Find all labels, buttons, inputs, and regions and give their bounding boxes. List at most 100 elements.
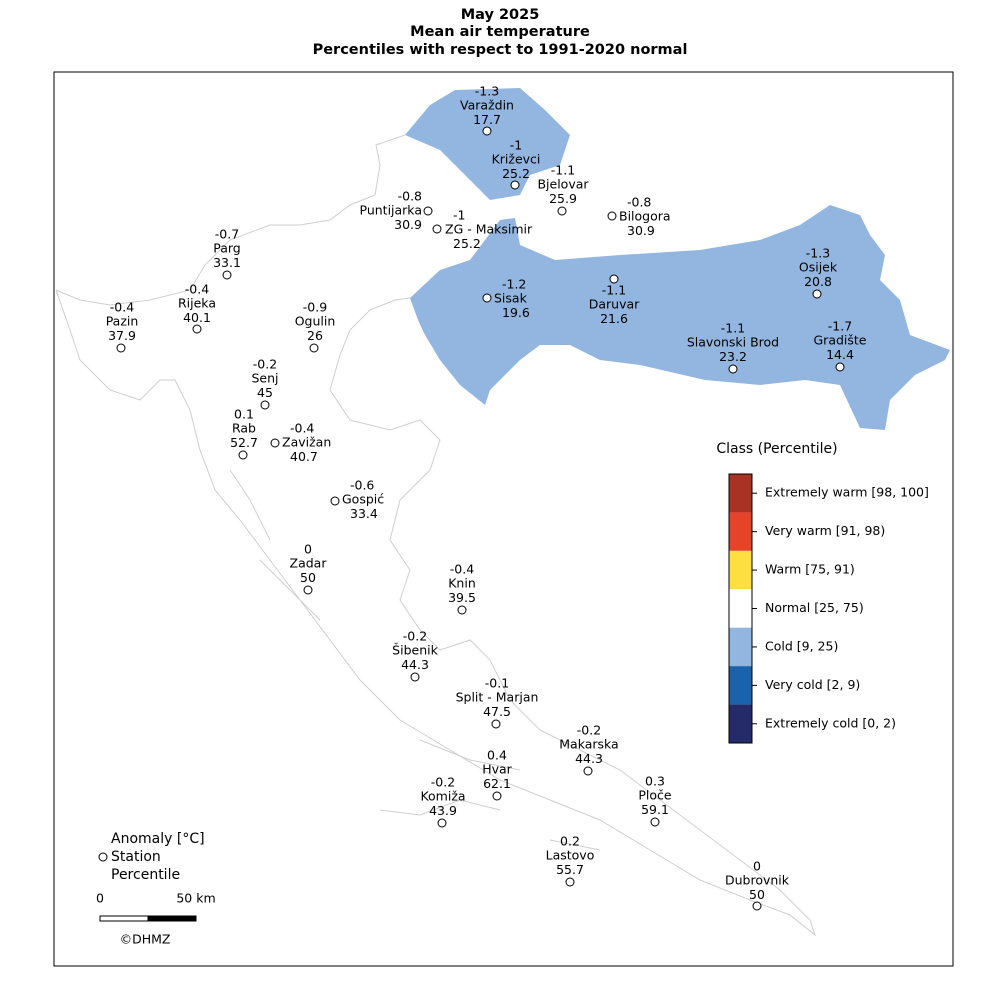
- anomaly-label: -0.4: [185, 282, 209, 297]
- scale-bar: [99, 915, 149, 922]
- station-name: Lastovo: [546, 848, 595, 863]
- station-name: Senj: [251, 371, 278, 386]
- anomaly-label: -1.1: [551, 163, 575, 178]
- station-name: Varaždin: [460, 98, 514, 113]
- anomaly-label: 0.3: [645, 774, 665, 789]
- anomaly-label: -0.9: [303, 300, 327, 315]
- anomaly-label: 0: [304, 542, 312, 557]
- percentile-label: 44.3: [401, 657, 429, 672]
- map-frame: [53, 71, 954, 967]
- scale-label: 50 km: [176, 891, 215, 906]
- percentile-label: 50: [300, 570, 316, 585]
- station-name: Slavonski Brod: [687, 335, 779, 350]
- station-name: Ogulin: [295, 314, 336, 329]
- station-name: Šibenik: [392, 643, 438, 658]
- class-label: Very cold [2, 9): [765, 677, 860, 692]
- station-marker: [728, 364, 738, 374]
- percentile-label: 43.9: [429, 803, 457, 818]
- class-swatch: [729, 589, 752, 628]
- anomaly-label: 0.4: [487, 748, 507, 763]
- station-marker: [410, 672, 420, 682]
- legend-percentile: Percentile: [111, 867, 180, 883]
- class-swatch: [729, 666, 752, 705]
- anomaly-label: -0.4: [110, 300, 134, 315]
- percentile-label: 37.9: [108, 328, 136, 343]
- station-marker: [309, 343, 319, 353]
- class-legend: Extremely warm [98, 100] Very warm [91, 9…: [728, 473, 929, 744]
- station-marker: [583, 766, 593, 776]
- class-label: Cold [9, 25): [765, 638, 838, 653]
- percentile-label: 25.2: [502, 166, 530, 181]
- copyright: ©DHMZ: [120, 932, 171, 947]
- class-label: Very warm [91, 98): [765, 523, 885, 538]
- class-label: Extremely cold [0, 2): [765, 715, 896, 730]
- percentile-label: 30.9: [394, 217, 422, 232]
- station-name: Rab: [232, 421, 256, 436]
- legend-station: Station: [111, 849, 161, 865]
- station-marker: [222, 270, 232, 280]
- station-marker: [423, 206, 433, 216]
- station-name: Bjelovar: [537, 177, 589, 192]
- percentile-label: 25.2: [453, 236, 481, 251]
- station-marker: [482, 293, 492, 303]
- station-marker: [607, 211, 617, 221]
- station-name: Puntijarka: [360, 203, 423, 218]
- class-swatch: [729, 512, 752, 551]
- percentile-label: 40.1: [183, 310, 211, 325]
- class-swatch: [729, 474, 752, 513]
- percentile-label: 47.5: [483, 704, 511, 719]
- percentile-label: 52.7: [230, 435, 258, 450]
- station-name: Rijeka: [178, 296, 216, 311]
- station-name: Osijek: [799, 260, 838, 275]
- anomaly-label: -1.1: [721, 321, 745, 336]
- percentile-label: 33.4: [350, 506, 378, 521]
- anomaly-label: -1.3: [475, 84, 499, 99]
- station-marker: [260, 400, 270, 410]
- percentile-label: 44.3: [575, 751, 603, 766]
- anomaly-label: -0.2: [403, 629, 427, 644]
- anomaly-label: 0: [753, 859, 761, 874]
- station-marker: [238, 450, 248, 460]
- percentile-label: 59.1: [641, 802, 669, 817]
- title: Mean air temperature: [410, 24, 590, 40]
- station-marker: [116, 343, 126, 353]
- cold-region: [405, 88, 570, 200]
- class-swatch: [729, 550, 752, 590]
- station-marker: [492, 791, 502, 801]
- title: May 2025: [461, 7, 540, 23]
- station-marker: [565, 877, 575, 887]
- class-swatch: [729, 627, 752, 667]
- station-name: Sisak: [494, 291, 528, 306]
- class-swatch: [729, 704, 752, 743]
- legend-anomaly: Anomaly [°C]: [111, 831, 205, 847]
- station-name: Križevci: [492, 152, 541, 167]
- anomaly-label: -1: [510, 138, 522, 153]
- station-name: Gradište: [814, 333, 867, 348]
- station-marker: [303, 585, 313, 595]
- percentile-label: 50: [749, 887, 765, 902]
- anomaly-label: -0.4: [290, 421, 314, 436]
- anomaly-label: -1.1: [602, 283, 626, 298]
- percentile-label: 25.9: [549, 191, 577, 206]
- anomaly-label: -1.2: [502, 277, 526, 292]
- station-name: Zadar: [290, 556, 328, 571]
